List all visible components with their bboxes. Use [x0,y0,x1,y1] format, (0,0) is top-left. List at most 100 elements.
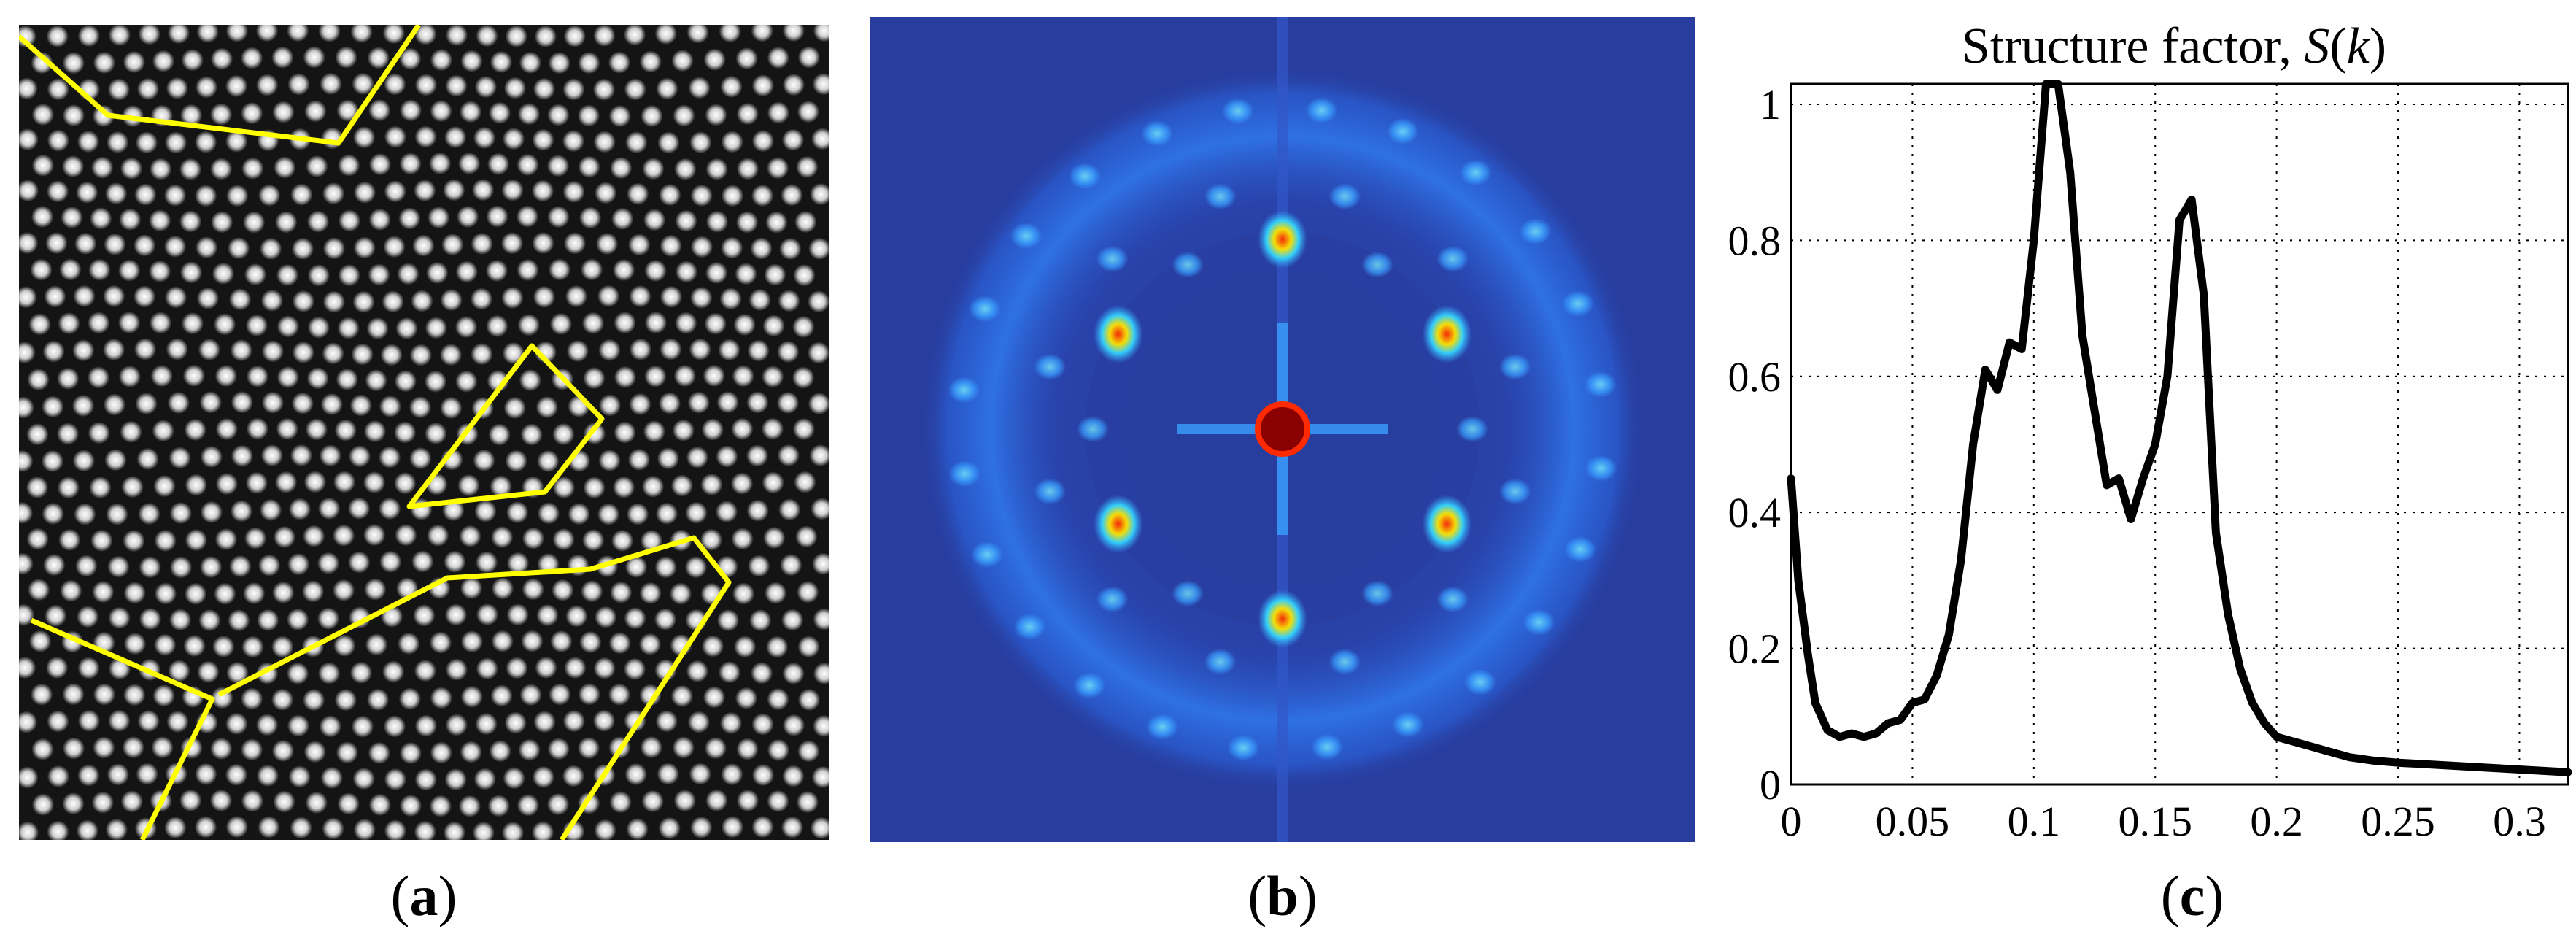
lattice-spot [414,768,437,791]
lattice-spot [532,821,554,840]
lattice-spot [626,818,649,840]
lattice-spot [287,608,309,630]
lattice-spot [703,364,725,387]
lattice-spot [535,656,557,679]
lattice-spot [93,736,115,759]
lattice-spot [614,312,636,334]
lattice-spot [503,396,526,419]
lattice-spot [562,78,585,101]
lattice-spot [629,285,651,307]
lattice-spot [780,554,802,576]
lattice-spot [108,709,131,732]
lattice-spot [813,714,829,737]
fft-blob [1013,613,1046,640]
lattice-spot [62,104,85,127]
lattice-spot [31,154,54,177]
lattice-spot [533,285,555,308]
fft-blob [1361,580,1393,607]
lattice-spot [549,258,570,281]
lattice-spot [290,444,312,466]
lattice-spot [106,503,128,525]
fft-blob [948,460,981,487]
lattice-spot [292,237,314,260]
lattice-spot [701,418,724,441]
lattice-spot [384,768,406,790]
lattice-spot [444,550,466,573]
lattice-spot [624,78,646,101]
lattice-spot [686,25,709,44]
lattice-spot [46,25,69,47]
lattice-spot [783,714,805,736]
lattice-spot [414,820,436,840]
lattice-spot [565,285,587,307]
lattice-spot [230,339,252,362]
lattice-spot [660,338,682,360]
lattice-spot [552,528,575,551]
lattice-spot [62,155,84,178]
lattice-spot [522,578,544,601]
caption-c: (c) [2160,864,2224,927]
lattice-spot [287,25,309,42]
lattice-spot [212,262,234,285]
lattice-spot [200,556,223,578]
lattice-spot [155,582,177,605]
lattice-spot [318,497,341,520]
lattice-spot [241,157,264,180]
lattice-spot [287,553,310,576]
lattice-spot [519,369,541,392]
lattice-spot [307,210,330,233]
lattice-spot [105,818,128,840]
lattice-spot [672,736,695,759]
lattice-spot [506,657,528,679]
lattice-spot [751,25,773,42]
lattice-spot [394,370,417,393]
lattice-spot [566,340,589,362]
lattice-spot [352,715,374,738]
lattice-spot [185,529,207,552]
lattice-spot [444,126,467,148]
lattice-spot [210,737,233,760]
lattice-spot [690,816,713,838]
lattice-spot [212,636,235,657]
lattice-image [19,25,829,840]
lattice-spot [289,498,311,520]
boundary-line-top [19,25,421,146]
lattice-spot [169,609,192,631]
series-layer [1787,80,2572,776]
lattice-spot [241,790,263,812]
y-tick-label: 0.2 [1728,625,1782,673]
lattice-spot [333,579,355,601]
lattice-spot [166,338,188,360]
lattice-spot [292,341,314,363]
lattice-spot [42,396,64,418]
lattice-spot [746,391,769,414]
lattice-spot [641,530,662,552]
lattice-spot [44,285,66,308]
grain-boundaries [19,25,732,840]
lattice-spot [19,128,39,151]
lattice-spot [705,789,728,811]
lattice-spot [61,207,83,228]
lattice-spot [120,790,143,813]
lattice-spot [105,182,128,205]
lattice-spot [811,498,829,520]
lattice-spot [243,582,266,604]
lattice-spot [352,290,375,313]
lattice-spot [751,816,774,838]
lattice-spot [582,529,605,552]
lattice-spot [19,396,34,419]
x-tick-label: 0.2 [2250,798,2303,845]
lattice-spot [322,342,344,365]
lattice-spot [103,393,125,416]
lattice-spot [722,816,743,838]
lattice-spot [303,46,325,69]
lattice-spot [703,48,726,71]
lattice-spot [199,391,222,414]
lattice-spot [261,340,284,363]
lattice-spot [258,554,281,576]
fft-peak [1093,305,1143,363]
lattice-spot [276,315,299,338]
lattice-spot [519,684,542,706]
lattice-spot [734,636,757,658]
lattice-spot [336,741,358,764]
